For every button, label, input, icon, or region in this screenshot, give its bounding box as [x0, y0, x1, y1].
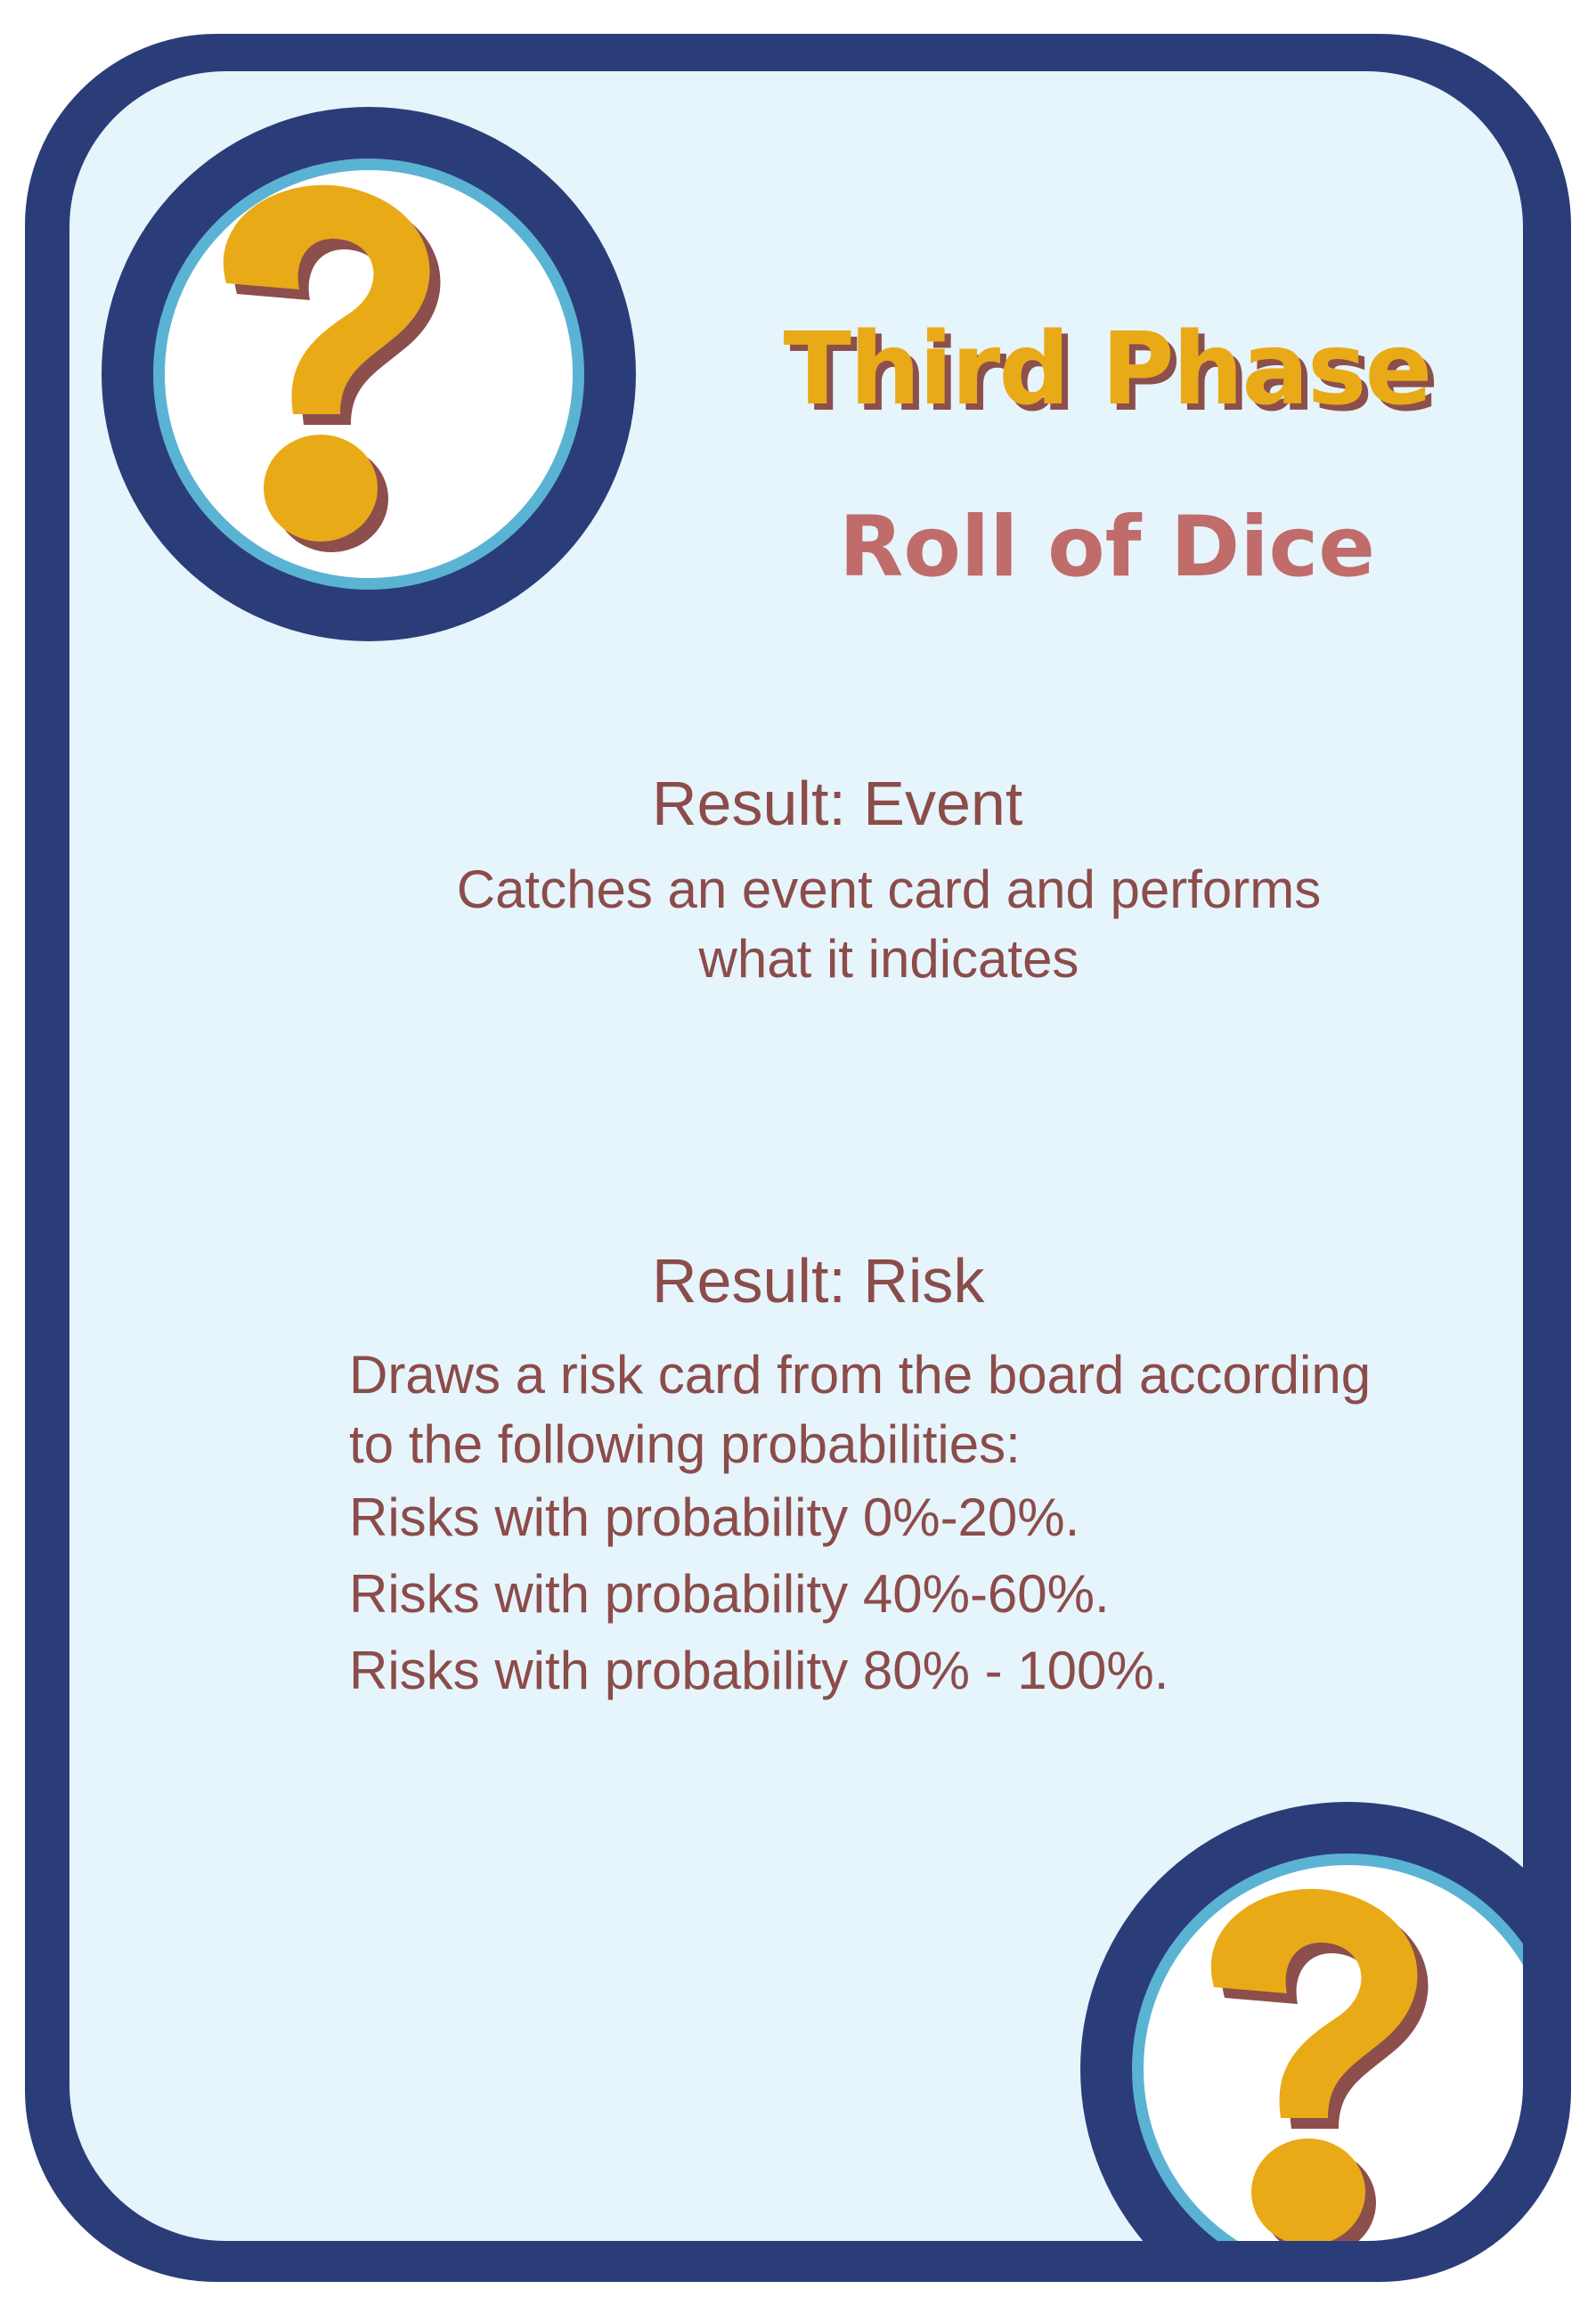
- card-face: Third Phase Roll of Dice Result: Event C…: [69, 71, 1523, 2241]
- risk-probability-item: Risks with probability 40%-60%.: [349, 1564, 1110, 1624]
- card-subtitle: Roll of Dice: [838, 499, 1376, 596]
- event-result-heading: Result: Event: [652, 769, 1023, 838]
- event-description-line: what it indicates: [698, 929, 1079, 989]
- risk-intro-line: to the following probabilities:: [349, 1414, 1021, 1474]
- medallion-bottom-right: [1080, 1802, 1523, 2241]
- risk-result-description: Draws a risk card from the board accordi…: [349, 1340, 1523, 1709]
- risk-result-heading: Result: Risk: [652, 1246, 985, 1316]
- card-title: Third Phase: [783, 312, 1433, 428]
- risk-probability-item: Risks with probability 80% - 100%.: [349, 1641, 1169, 1700]
- risk-probability-item: Risks with probability 0%-20%.: [349, 1487, 1080, 1547]
- question-mark-icon: [223, 184, 441, 552]
- medallion-top-left: [102, 107, 636, 641]
- event-description-line: Catches an event card and performs: [456, 860, 1322, 919]
- card-frame: Third Phase Roll of Dice Result: Event C…: [25, 34, 1571, 2282]
- event-result-description: Catches an event card and performs what …: [354, 855, 1423, 994]
- risk-intro-line: Draws a risk card from the board accordi…: [349, 1345, 1372, 1405]
- question-mark-icon: [1210, 1888, 1429, 2241]
